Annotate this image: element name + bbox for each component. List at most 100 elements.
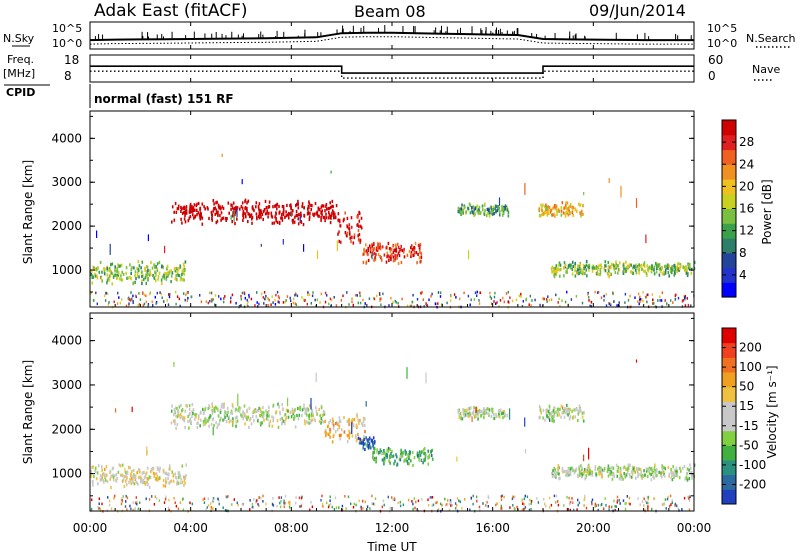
echo-cell <box>418 450 421 454</box>
echo-cell <box>437 291 440 294</box>
echo-streak <box>241 179 243 185</box>
echo-cell <box>487 496 490 500</box>
echo-cell <box>553 212 555 216</box>
echo-streak <box>221 153 223 158</box>
echo-cell <box>277 425 280 429</box>
echo-cell <box>156 267 158 271</box>
echo-cell <box>326 294 328 297</box>
echo-cell <box>472 211 475 215</box>
echo-cell <box>286 203 288 207</box>
echo-cell <box>262 415 264 419</box>
echo-cell <box>251 205 254 209</box>
echo-cell <box>477 417 479 421</box>
echo-cell <box>191 403 194 407</box>
echo-cell <box>249 499 251 502</box>
echo-cell <box>548 404 551 408</box>
echo-cell <box>420 450 423 454</box>
echo-cell <box>604 264 606 268</box>
noise-right-tick-high: 10^5 <box>707 22 737 35</box>
echo-cell <box>577 268 580 272</box>
echo-cell <box>581 415 584 419</box>
echo-cell <box>548 209 550 213</box>
echo-cell <box>295 496 297 499</box>
echo-cell <box>565 469 567 474</box>
echo-cell <box>211 411 214 415</box>
echo-cell <box>628 502 630 505</box>
echo-cell <box>453 293 456 296</box>
echo-cell <box>693 260 696 265</box>
echo-cell <box>265 409 267 413</box>
echo-cell <box>594 465 597 469</box>
echo-cell <box>147 477 149 481</box>
echo-cell <box>374 458 376 462</box>
echo-cell <box>215 221 218 225</box>
echo-cell <box>326 432 329 436</box>
echo-cell <box>547 211 549 215</box>
echo-cell <box>94 466 97 470</box>
echo-cell <box>197 211 200 215</box>
echo-cell <box>578 271 581 275</box>
echo-cell <box>348 303 350 306</box>
echo-cell <box>478 299 480 302</box>
echo-cell <box>231 423 234 428</box>
echo-cell <box>184 409 187 413</box>
echo-cell <box>686 269 688 273</box>
echo-cell <box>329 495 331 499</box>
echo-cell <box>358 224 360 228</box>
echo-cell <box>389 506 391 510</box>
echo-cell <box>162 484 165 488</box>
echo-cell <box>599 273 601 277</box>
echo-cell <box>471 210 474 214</box>
colorbar-tick-label: 200 <box>739 341 762 355</box>
echo-cell <box>584 265 586 269</box>
echo-cell <box>90 291 92 295</box>
echo-cell <box>223 300 225 304</box>
echo-cell <box>222 506 224 509</box>
echo-cell <box>144 482 146 486</box>
echo-cell <box>274 215 276 219</box>
echo-cell <box>139 470 141 474</box>
echo-cell <box>632 467 635 471</box>
echo-cell <box>347 419 350 423</box>
echo-cell <box>339 434 341 438</box>
echo-cell <box>250 297 253 301</box>
echo-cell <box>584 477 586 481</box>
echo-cell <box>618 304 620 307</box>
echo-cell <box>685 271 688 275</box>
echo-cell <box>182 497 184 501</box>
echo-cell <box>230 419 232 423</box>
echo-cell <box>104 473 107 477</box>
echo-cell <box>94 272 96 276</box>
echo-cell <box>498 412 500 416</box>
echo-cell <box>691 476 693 480</box>
echo-cell <box>385 452 388 456</box>
echo-cell <box>267 205 269 209</box>
echo-cell <box>256 215 258 219</box>
echo-cell <box>387 449 390 453</box>
echo-cell <box>300 214 302 218</box>
echo-cell <box>677 267 679 271</box>
echo-cell <box>585 506 588 510</box>
echo-cell <box>161 275 164 279</box>
echo-cell <box>383 456 386 460</box>
echo-cell <box>646 268 649 272</box>
echo-cell <box>181 272 183 277</box>
echo-cell <box>408 455 411 459</box>
echo-cell <box>558 472 560 476</box>
echo-cell <box>121 270 123 274</box>
echo-cell <box>265 417 268 421</box>
echo-cell <box>120 498 123 502</box>
echo-cell <box>307 293 309 297</box>
echo-cell <box>310 302 312 305</box>
echo-cell <box>216 211 218 215</box>
echo-cell <box>116 269 118 273</box>
echo-cell <box>550 267 553 271</box>
echo-cell <box>312 212 314 216</box>
echo-cell <box>390 247 393 251</box>
echo-cell <box>357 418 360 422</box>
echo-cell <box>470 406 472 410</box>
echo-cell <box>469 508 471 512</box>
echo-cell <box>464 205 466 209</box>
echo-cell <box>521 499 523 502</box>
echo-cell <box>223 405 225 409</box>
